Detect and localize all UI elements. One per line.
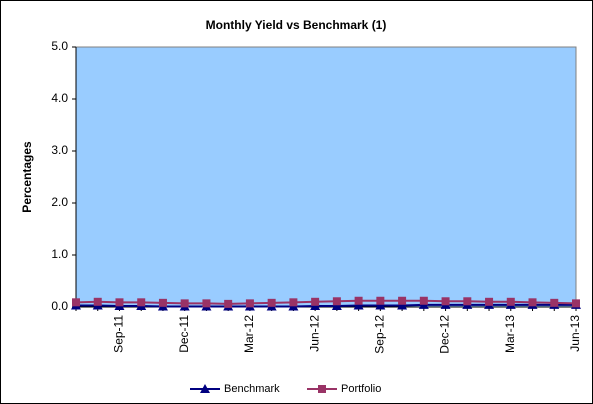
- data-point: [354, 296, 363, 305]
- data-point: [115, 298, 124, 307]
- x-tick-label: Sep-11: [112, 315, 126, 353]
- data-point: [289, 298, 298, 307]
- legend-label: Portfolio: [341, 383, 381, 395]
- y-tick-label: 5.0: [51, 39, 68, 53]
- data-point: [311, 297, 320, 306]
- data-point: [572, 299, 580, 308]
- y-tick-label: 4.0: [51, 91, 68, 105]
- data-point: [397, 300, 408, 310]
- data-point: [485, 297, 494, 306]
- data-point: [158, 298, 167, 307]
- y-tick-label: 3.0: [51, 143, 68, 157]
- data-point: [506, 297, 515, 306]
- x-tick-label: Sep-12: [373, 315, 387, 354]
- x-tick-label: Mar-12: [242, 315, 256, 353]
- data-point: [463, 297, 472, 306]
- legend-marker: [200, 384, 210, 393]
- x-tick-label: Jun-12: [307, 315, 321, 352]
- legend-marker: [318, 385, 326, 393]
- data-point: [550, 298, 559, 307]
- data-point: [202, 299, 211, 308]
- y-axis-label: Percentages: [20, 141, 34, 213]
- y-tick-label: 0.0: [51, 299, 68, 313]
- plot-area: [75, 46, 577, 308]
- data-point: [93, 297, 102, 306]
- x-tick-label: Jun-13: [568, 315, 582, 352]
- data-point: [72, 298, 80, 307]
- data-point: [224, 299, 233, 308]
- x-tick-label: Mar-13: [503, 315, 517, 353]
- data-point: [267, 298, 276, 307]
- y-tick-label: 2.0: [51, 195, 68, 209]
- data-point: [376, 296, 385, 305]
- data-point: [419, 296, 428, 305]
- data-point: [398, 296, 407, 305]
- legend-label: Benchmark: [224, 383, 280, 395]
- data-point: [245, 299, 254, 308]
- data-point: [180, 299, 189, 308]
- data-point: [331, 300, 342, 310]
- data-point: [353, 300, 364, 310]
- data-point: [375, 300, 386, 310]
- y-tick-label: 1.0: [51, 247, 68, 261]
- data-point: [137, 298, 146, 307]
- x-tick-label: Dec-11: [177, 315, 191, 353]
- data-point: [332, 297, 341, 306]
- data-point: [528, 298, 537, 307]
- x-tick-label: Dec-12: [438, 315, 452, 354]
- data-point: [441, 297, 450, 306]
- chart-title: Monthly Yield vs Benchmark (1): [206, 18, 387, 32]
